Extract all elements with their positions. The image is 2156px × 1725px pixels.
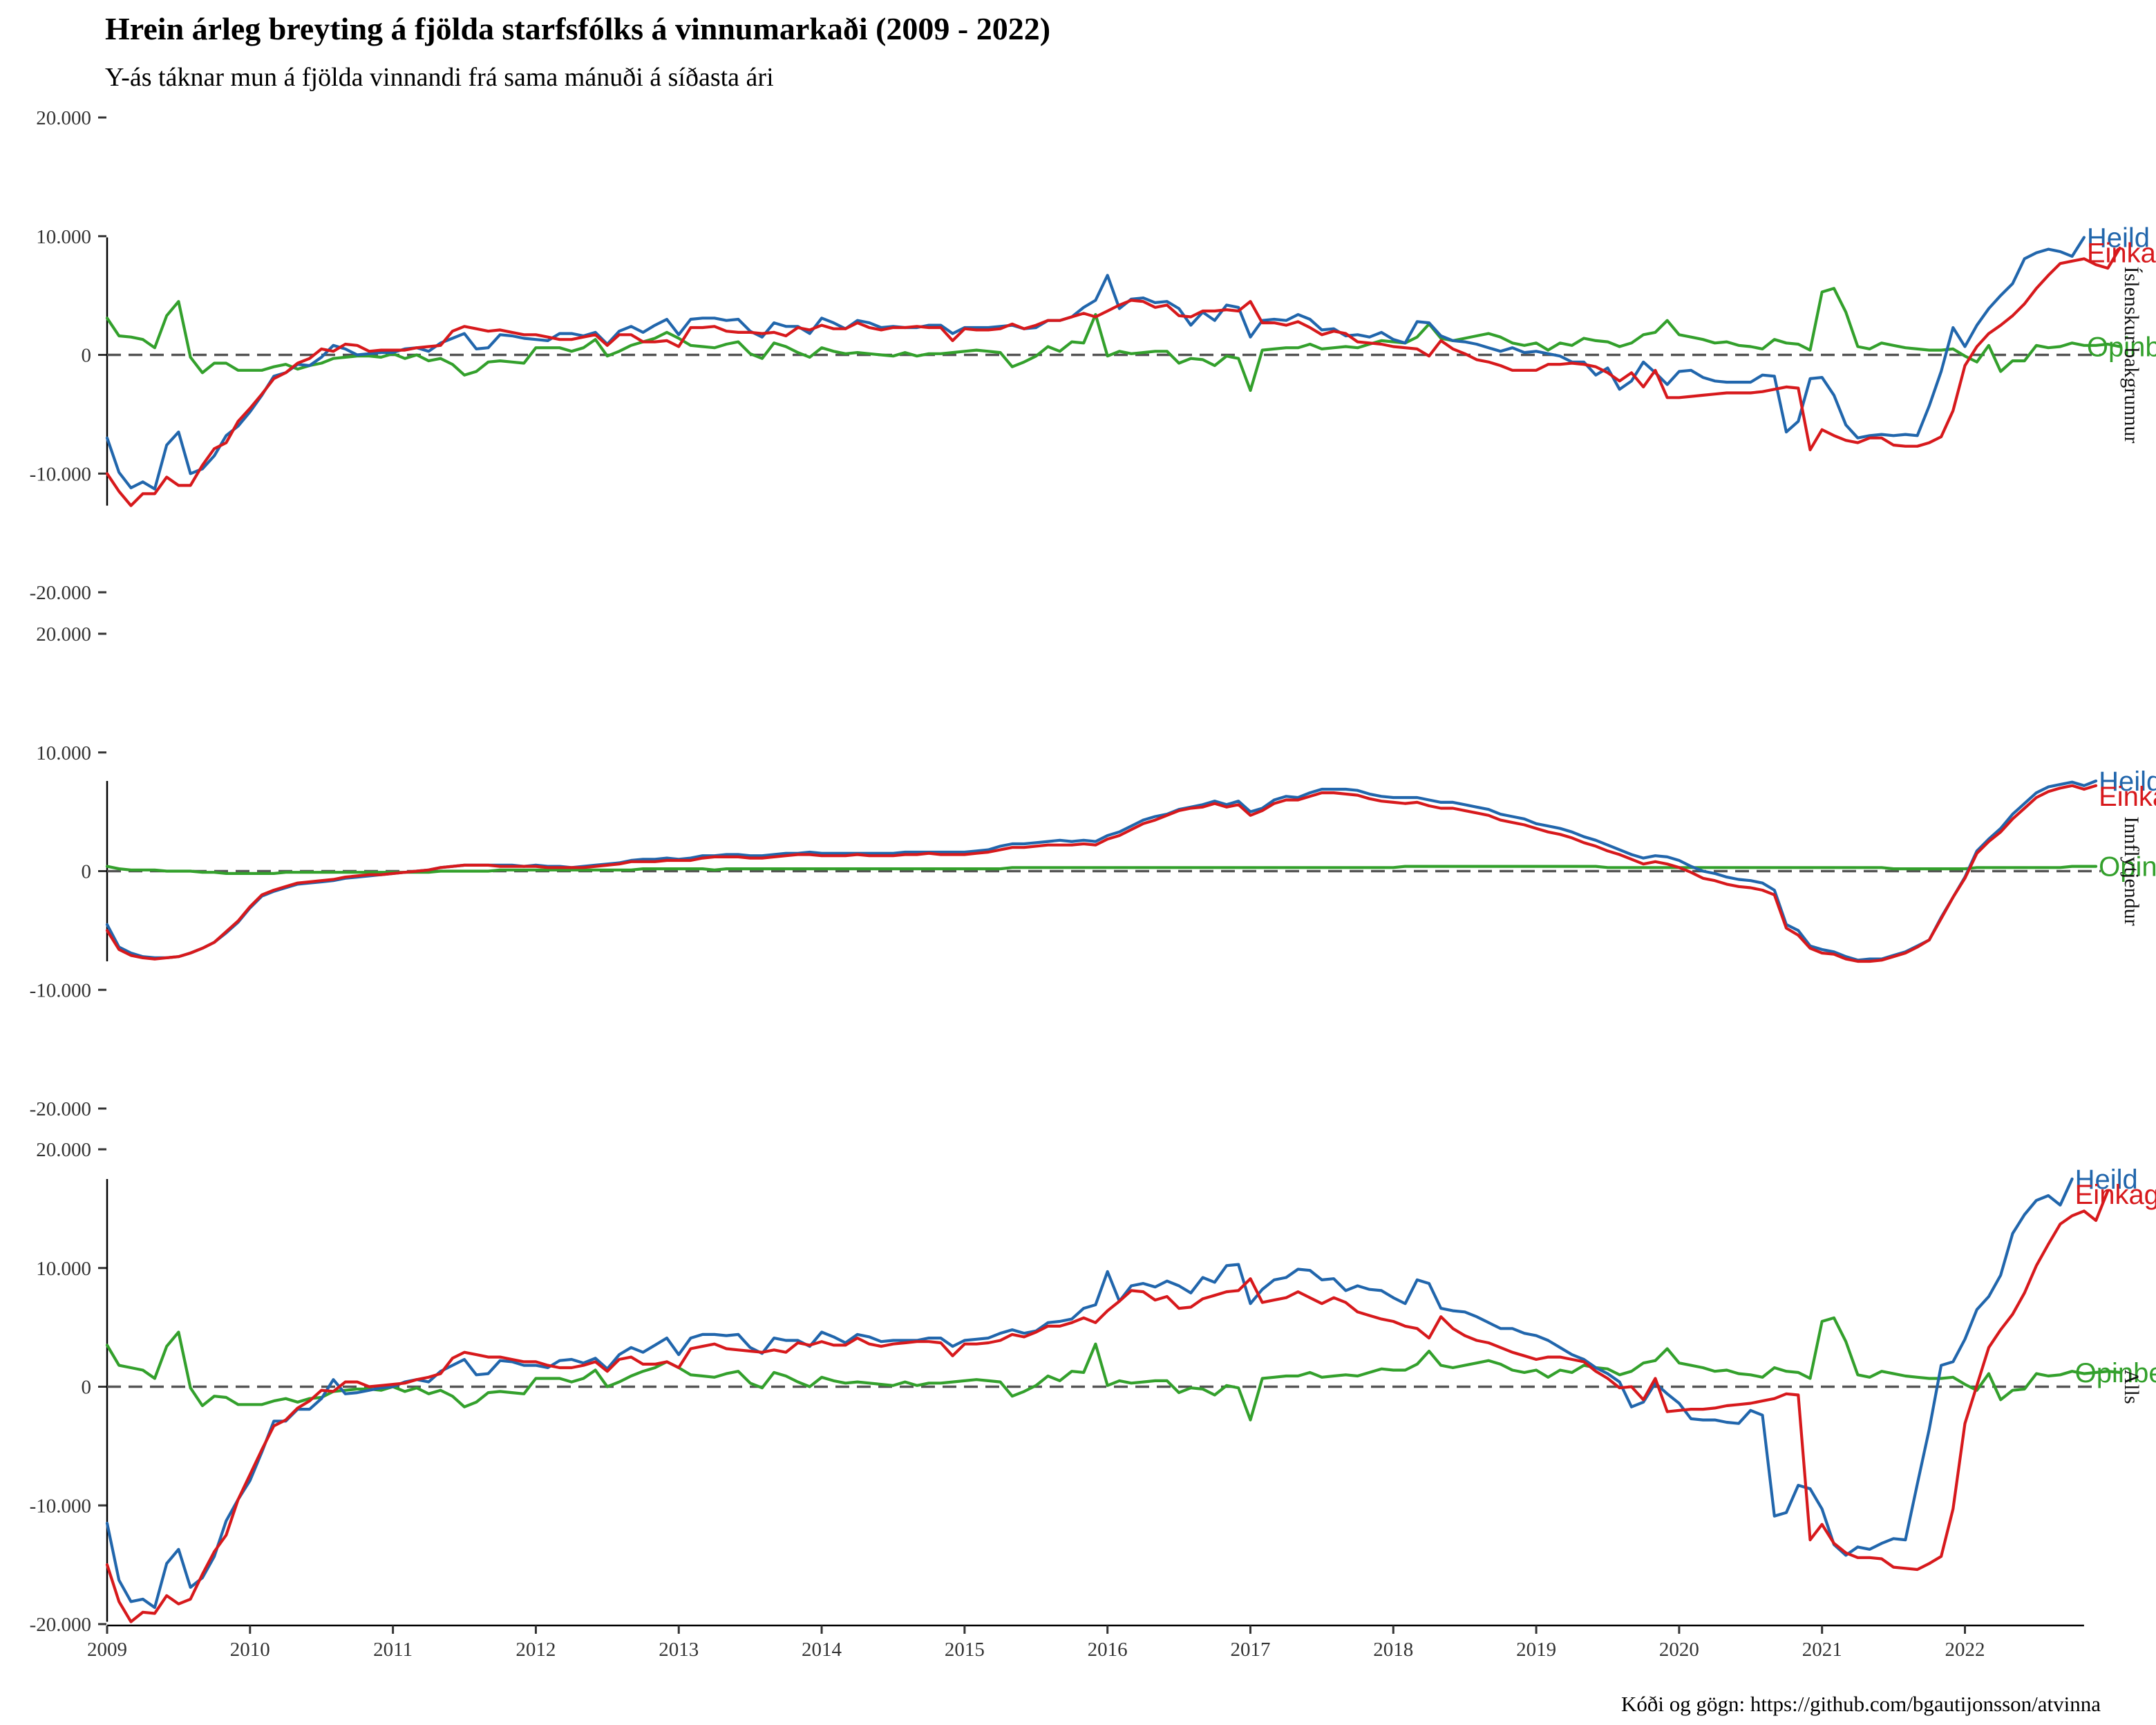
y-tick-label: -20.000 bbox=[30, 1098, 91, 1120]
x-tick-label: 2011 bbox=[373, 1639, 413, 1661]
chart-title: Hrein árleg breyting á fjölda starfsfólk… bbox=[105, 11, 1050, 46]
y-tick-label: 0 bbox=[82, 345, 92, 367]
x-tick-label: 2014 bbox=[802, 1639, 842, 1661]
series-line-einkageiri bbox=[105, 784, 2098, 963]
y-tick-label: 0 bbox=[82, 1377, 92, 1399]
series-line-einkageiri bbox=[105, 1189, 2110, 1623]
end-label-einkageiri: Einkageiri bbox=[2075, 1180, 2156, 1210]
panel-1: 20.000 10.000 0 -10.000 -20.000 HeildEinkagei… bbox=[30, 107, 2156, 604]
end-label-einkageiri: Einkageiri bbox=[2087, 238, 2156, 268]
end-label-opinbert: Opinbert bbox=[2087, 332, 2156, 362]
x-tick-label: 2022 bbox=[1945, 1639, 1985, 1661]
y-tick-label: 10.000 bbox=[36, 742, 91, 764]
x-tick-label: 2016 bbox=[1088, 1639, 1128, 1661]
end-label-heild: Heild bbox=[2099, 766, 2156, 797]
end-label-einkageiri: Einkageiri bbox=[2099, 782, 2156, 812]
x-tick-label: 2017 bbox=[1230, 1639, 1270, 1661]
x-tick-label: 2015 bbox=[945, 1639, 985, 1661]
y-tick-label: -10.000 bbox=[30, 463, 91, 485]
x-tick-label: 2009 bbox=[87, 1639, 127, 1661]
y-tick-label: -20.000 bbox=[30, 582, 91, 604]
end-label-opinbert: Opinbert bbox=[2099, 852, 2156, 883]
series-line-heild bbox=[105, 1177, 2074, 1610]
x-tick-label: 2021 bbox=[1802, 1639, 1842, 1661]
facet-strip-label: Íslenskur bakgrunnur bbox=[2120, 267, 2143, 444]
x-tick-label: 2010 bbox=[230, 1639, 270, 1661]
x-tick-label: 2018 bbox=[1373, 1639, 1413, 1661]
y-tick-label: 0 bbox=[82, 861, 92, 883]
y-tick-label: 10.000 bbox=[36, 1258, 91, 1280]
end-label-heild: Heild bbox=[2087, 223, 2150, 253]
y-tick-label: 20.000 bbox=[36, 623, 91, 645]
chart-subtitle: Y-ás táknar mun á fjölda vinnandi frá sa… bbox=[105, 63, 774, 92]
panel-3: 20.000 10.000 0 -10.000 -20.000 HeildEinkagei… bbox=[30, 1139, 2156, 1636]
series-line-einkageiri bbox=[105, 246, 2121, 507]
end-label-heild: Heild bbox=[2075, 1165, 2138, 1195]
x-tick-label: 2013 bbox=[659, 1639, 699, 1661]
series-line-heild bbox=[105, 236, 2086, 491]
y-tick-label: 20.000 bbox=[36, 1139, 91, 1161]
end-label-opinbert: Opinbert bbox=[2075, 1358, 2156, 1388]
series-line-opinbert bbox=[105, 865, 2098, 876]
y-tick-label: -10.000 bbox=[30, 1495, 91, 1517]
facet-strip-label: Alls bbox=[2120, 1369, 2143, 1404]
y-tick-label: -20.000 bbox=[30, 1614, 91, 1636]
chart-panels: 20.00010.0000-10.000-20.000HeildEinkagei… bbox=[30, 107, 2156, 1636]
x-axis: 2009 2010 2011 2012 2013 2014 2015 2016 2017 2018… bbox=[87, 1624, 2084, 1661]
x-tick-label: 2012 bbox=[516, 1639, 556, 1661]
series-line-opinbert bbox=[105, 287, 2121, 393]
series-line-opinbert bbox=[105, 1316, 2121, 1422]
y-tick-label: -10.000 bbox=[30, 979, 91, 1001]
chart-caption: Kóði og gögn: https://github.com/bgautij… bbox=[1621, 1692, 2101, 1716]
y-tick-label: 20.000 bbox=[36, 107, 91, 129]
facet-strip-label: Innflytjendur bbox=[2120, 816, 2143, 925]
panel-2: 20.000 10.000 0 -10.000 -20.000 HeildEinkagei… bbox=[30, 623, 2156, 1120]
x-tick-label: 2019 bbox=[1516, 1639, 1556, 1661]
y-tick-label: 10.000 bbox=[36, 226, 91, 248]
x-tick-label: 2020 bbox=[1659, 1639, 1699, 1661]
